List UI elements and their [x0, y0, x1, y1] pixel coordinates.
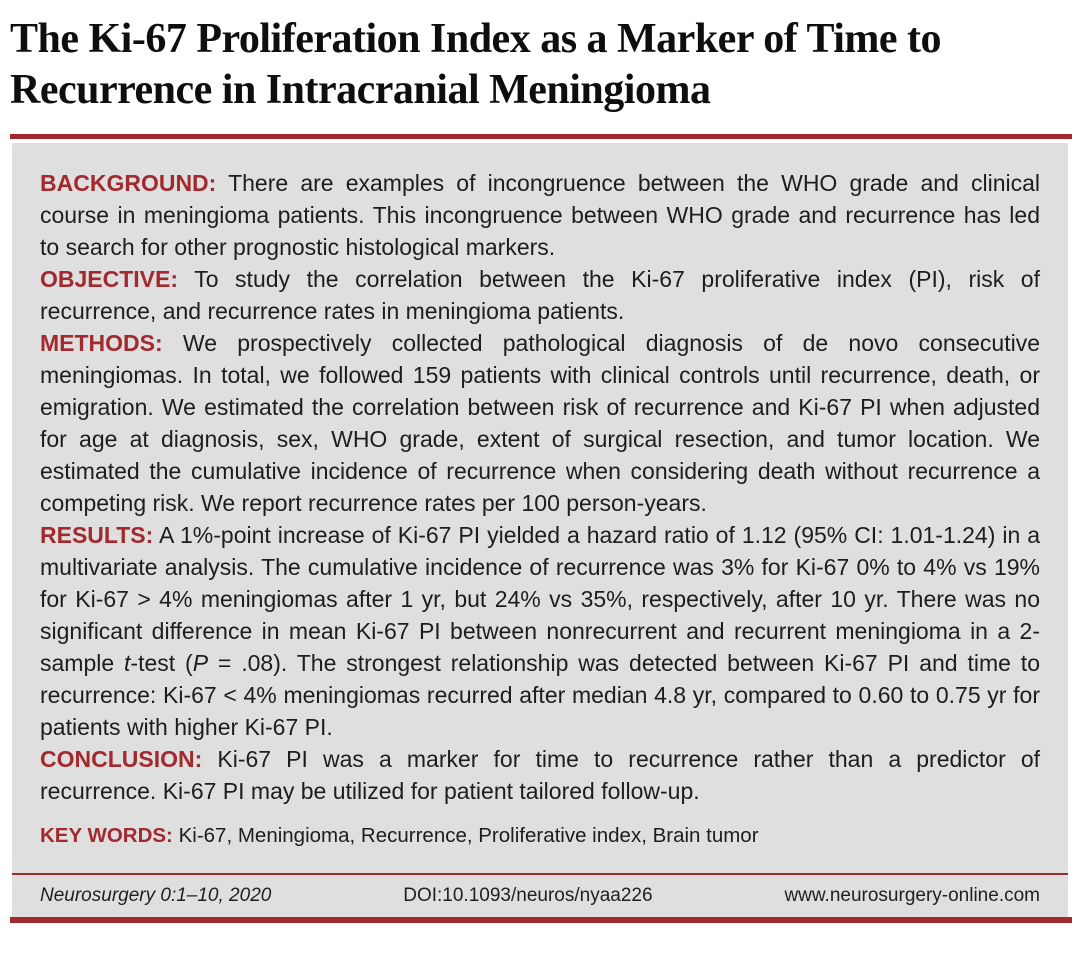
section-text: = .08). The strongest relationship was d…: [40, 650, 1040, 740]
section-text: There are examples of incongruence betwe…: [40, 170, 1040, 260]
section-label: CONCLUSION:: [40, 746, 203, 772]
running-footer: Neurosurgery 0:1–10, 2020 DOI:10.1093/ne…: [12, 875, 1068, 917]
section-text: Ki-67 PI was a marker for time to recurr…: [40, 746, 1041, 804]
abstract-box: BACKGROUND: There are examples of incong…: [12, 143, 1068, 917]
keywords-text: Ki-67, Meningioma, Recurrence, Prolifera…: [178, 824, 759, 847]
section-label: OBJECTIVE:: [40, 266, 179, 292]
bottom-border-rule: [10, 917, 1072, 923]
keywords-label: KEY WORDS:: [40, 824, 173, 847]
section-text: -test (: [130, 650, 193, 676]
abstract-section: METHODS: We prospectively collected path…: [40, 327, 1040, 519]
abstract-content: BACKGROUND: There are examples of incong…: [12, 143, 1068, 849]
footer-divider-rule: [12, 873, 1068, 875]
abstract-section: BACKGROUND: There are examples of incong…: [40, 167, 1040, 263]
abstract-sections: BACKGROUND: There are examples of incong…: [40, 167, 1040, 807]
abstract-section: RESULTS: A 1%-point increase of Ki-67 PI…: [40, 519, 1040, 743]
italic-text: P: [192, 650, 209, 676]
section-label: BACKGROUND:: [40, 170, 217, 196]
section-text: To study the correlation between the Ki-…: [40, 266, 1040, 324]
article-title: The Ki-67 Proliferation Index as a Marke…: [10, 14, 1072, 116]
abstract-section: CONCLUSION: Ki-67 PI was a marker for ti…: [40, 743, 1040, 807]
keywords-row: KEY WORDS: Ki-67, Meningioma, Recurrence…: [40, 823, 1040, 849]
section-text: A 1%-point increase of Ki-67 PI yielded …: [40, 522, 1040, 676]
journal-citation: Neurosurgery 0:1–10, 2020: [40, 885, 272, 906]
article-title-line-1: The Ki-67 Proliferation Index as a Marke…: [10, 16, 941, 62]
section-label: METHODS:: [40, 330, 163, 356]
article-title-line-2: Recurrence in Intracranial Meningioma: [10, 67, 711, 113]
section-label: RESULTS:: [40, 522, 154, 548]
section-text: We prospectively collected pathological …: [40, 330, 1040, 516]
italic-text: t: [124, 650, 131, 676]
journal-website-text: www.neurosurgery-online.com: [784, 885, 1040, 906]
title-divider-rule: [10, 134, 1072, 139]
doi-text: DOI:10.1093/neuros/nyaa226: [403, 885, 653, 906]
abstract-section: OBJECTIVE: To study the correlation betw…: [40, 263, 1040, 327]
